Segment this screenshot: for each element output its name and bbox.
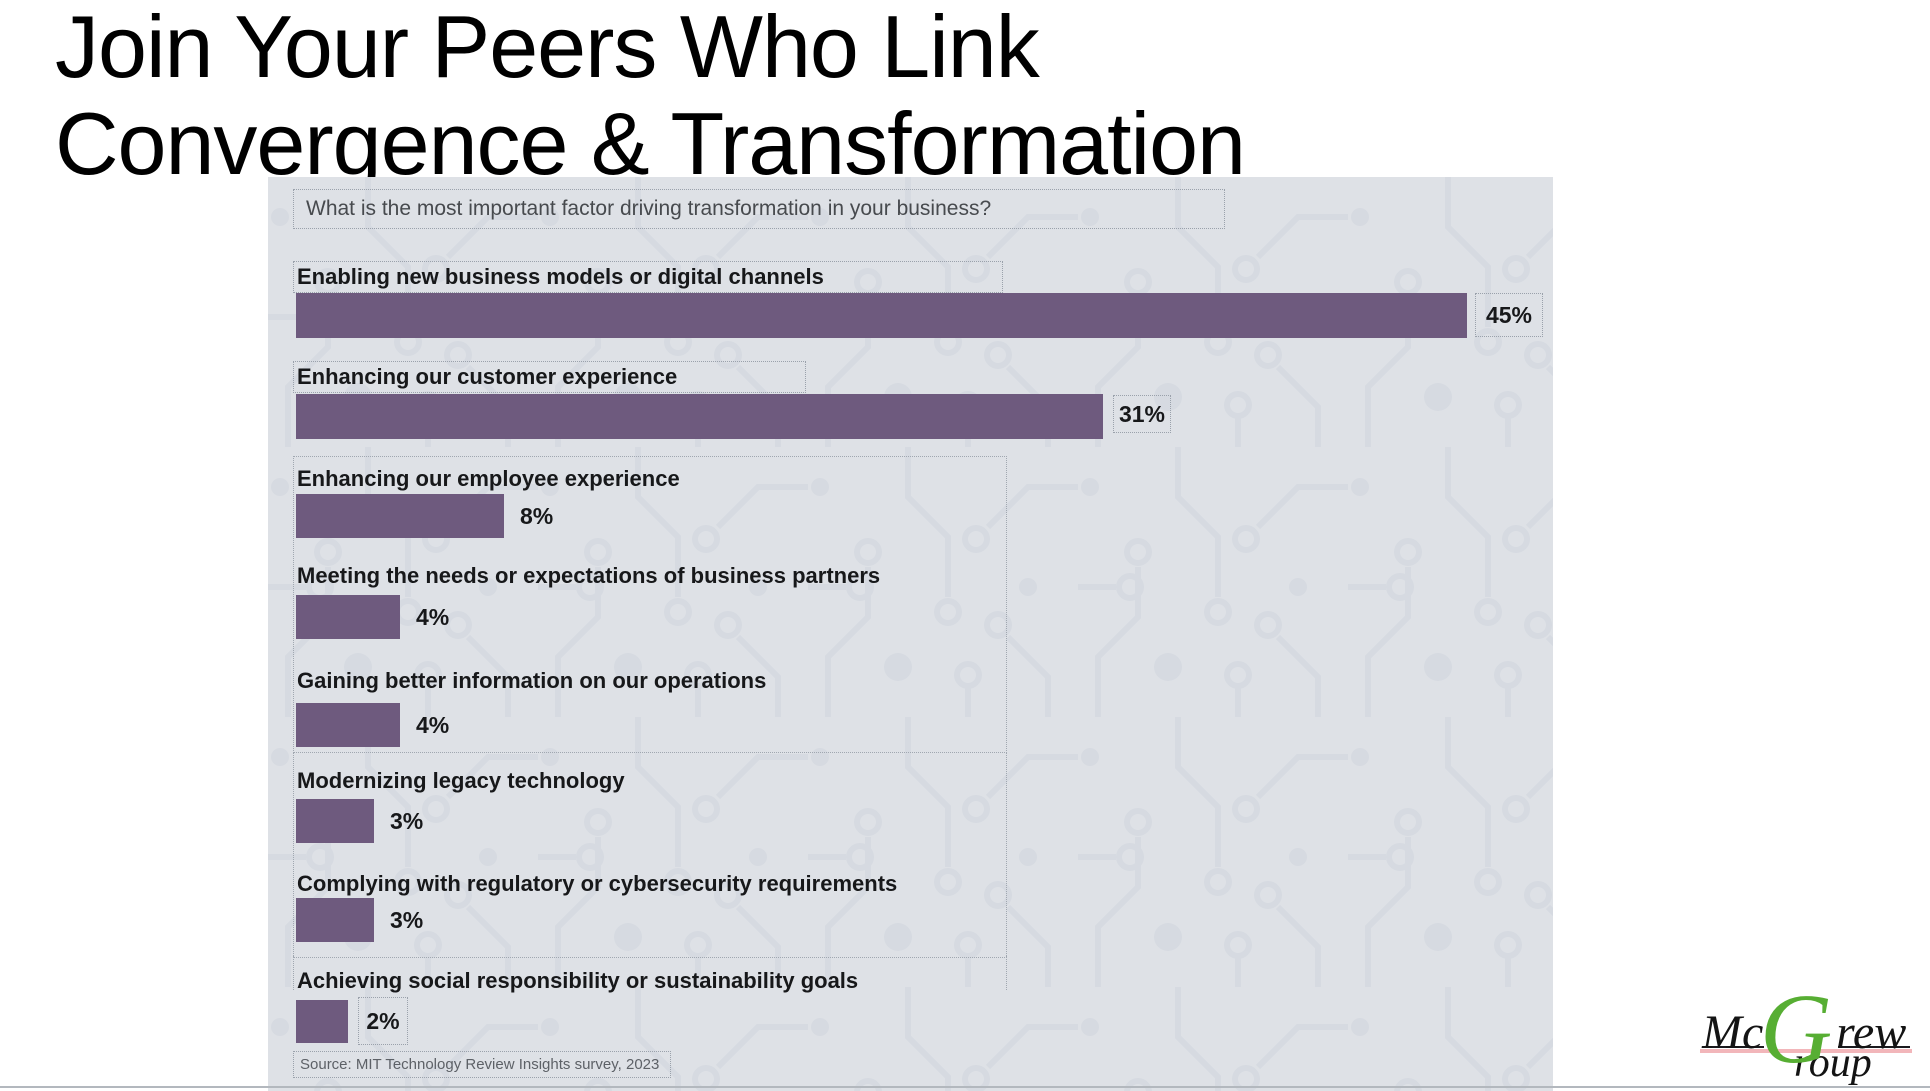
source-note: Source: MIT Technology Review Insights s… <box>293 1051 671 1078</box>
logo-big-g: G <box>1760 973 1833 1084</box>
bar-label: Modernizing legacy technology <box>297 768 625 793</box>
group-outline-top <box>293 456 1007 753</box>
bar-value: 3% <box>390 907 424 933</box>
logo-text-rew: rew <box>1836 1006 1907 1059</box>
bar-value: 8% <box>520 503 554 529</box>
chart-panel: What is the most important factor drivin… <box>268 177 1553 1091</box>
bar <box>296 799 374 843</box>
logo-text-mc: Mc <box>1702 1006 1764 1059</box>
bar-value: 4% <box>416 712 450 738</box>
bar <box>296 703 400 747</box>
bar <box>296 1000 348 1043</box>
bar-value: 2% <box>358 997 408 1045</box>
page-title: Join Your Peers Who Link Convergence & Tr… <box>55 0 1246 193</box>
bar-value: 31% <box>1113 395 1171 433</box>
logo-text-roup: roup <box>1794 1040 1872 1086</box>
bar-value: 3% <box>390 808 424 834</box>
bar <box>296 293 1467 338</box>
bar-label: Complying with regulatory or cybersecuri… <box>297 871 898 896</box>
bar <box>296 898 374 942</box>
bar-value: 45% <box>1475 293 1543 337</box>
logo-underline-mc <box>1702 1046 1764 1048</box>
page-title-line1: Join Your Peers Who Link <box>55 0 1040 96</box>
bar-label: Gaining better information on our operat… <box>297 668 767 693</box>
bar-label: Achieving social responsibility or susta… <box>297 968 859 993</box>
chart-question: What is the most important factor drivin… <box>293 189 1225 229</box>
bar-label: Enhancing our employee experience <box>297 466 680 491</box>
bar-value: 4% <box>416 604 450 630</box>
group-outline-middle <box>293 752 1007 958</box>
mcgrew-group-logo: Mc G rew roup <box>1698 979 1928 1087</box>
window-bottom-border <box>0 1086 1930 1088</box>
logo-pink-underline <box>1700 1049 1912 1053</box>
group-outline-bottom <box>293 956 1007 990</box>
page-title-line2: Convergence & Transformation <box>55 94 1246 193</box>
logo-underline-rew <box>1838 1046 1910 1048</box>
bar <box>296 595 400 639</box>
bar-label: Meeting the needs or expectations of bus… <box>297 563 881 588</box>
bar-label: Enhancing our customer experience <box>293 361 806 393</box>
bar <box>296 494 504 538</box>
bar <box>296 394 1103 439</box>
bar-label: Enabling new business models or digital … <box>293 261 1003 293</box>
